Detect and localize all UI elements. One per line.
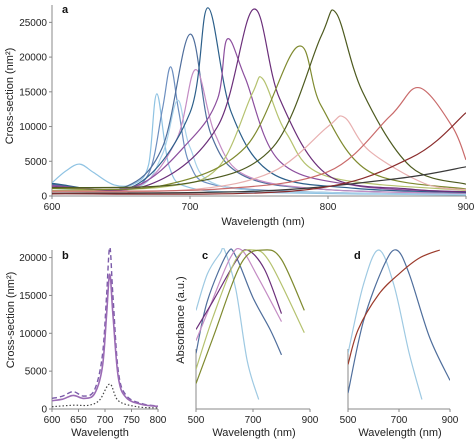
- y-tick-label-b: 15000: [19, 291, 47, 302]
- ylabel-a: Cross-section (nm²): [4, 48, 16, 145]
- y-tick-label-a: 5000: [25, 157, 48, 168]
- xlabel-c: Wavelength (nm): [212, 427, 295, 439]
- x-tick-label-d: 900: [442, 415, 459, 426]
- series-group-c: [196, 248, 305, 400]
- series-line-b-2: [52, 383, 158, 409]
- series-line-a-1: [52, 66, 466, 195]
- x-tick-label-c: 900: [302, 415, 319, 426]
- series-group-b: [52, 248, 158, 409]
- ylabel-b: Cross-section (nm²): [5, 272, 17, 369]
- x-tick-label-a: 600: [44, 202, 61, 213]
- series-line-a-3: [52, 33, 466, 194]
- plot-area-c: 500 700 900: [188, 248, 319, 426]
- series-line-c-4: [196, 249, 305, 370]
- x-tick-label-b: 800: [150, 415, 167, 426]
- y-tick-label-b: 20000: [19, 253, 47, 264]
- series-line-a-5: [52, 7, 466, 194]
- series-line-a-12: [52, 87, 466, 192]
- x-tick-label-a: 700: [182, 202, 199, 213]
- panel-label-d: d: [354, 250, 361, 262]
- panel-d: d Wavelength (nm) 500 700 900: [340, 249, 459, 439]
- series-group-d: [348, 249, 450, 400]
- plot-area-a: 600 700 800 900 0 5000 10000 15000 20000 25000: [19, 5, 474, 213]
- series-line-a-6: [52, 38, 466, 193]
- x-tick-label-c: 500: [188, 415, 205, 426]
- series-line-a-10: [52, 115, 466, 193]
- xlabel-a: Wavelength (nm): [221, 216, 304, 228]
- plot-area-b: 600 650 700 750 800 0 5000 10000 15000 20000: [19, 248, 167, 426]
- series-line-c-5: [196, 249, 305, 384]
- series-line-a-11: [52, 9, 466, 189]
- y-tick-label-b: 5000: [25, 367, 48, 378]
- series-group-a: [52, 7, 466, 196]
- ylabel-c: Absorbance (a.u.): [175, 276, 187, 363]
- x-tick-label-c: 700: [245, 415, 262, 426]
- x-tick-label-b: 600: [44, 415, 61, 426]
- y-tick-label-a: 10000: [19, 122, 47, 133]
- x-tick-label-a: 900: [458, 202, 474, 213]
- y-tick-label-a: 25000: [19, 18, 47, 29]
- series-line-a-7: [52, 76, 466, 191]
- x-tick-label-d: 700: [391, 415, 408, 426]
- x-tick-label-b: 750: [123, 415, 140, 426]
- x-tick-label-d: 500: [340, 415, 357, 426]
- xlabel-b: Wavelength: [71, 427, 129, 439]
- x-tick-label-a: 800: [320, 202, 337, 213]
- series-line-a-9: [52, 45, 466, 190]
- x-tick-label-b: 700: [97, 415, 114, 426]
- series-line-b-1: [52, 273, 158, 408]
- series-line-c-0: [196, 248, 260, 400]
- panel-label-a: a: [62, 4, 69, 16]
- series-line-d-1: [348, 249, 450, 394]
- y-tick-label-b: 10000: [19, 329, 47, 340]
- series-line-a-14: [52, 112, 466, 195]
- y-tick-label-b: 0: [41, 405, 47, 416]
- plot-area-d: 500 700 900: [340, 249, 459, 426]
- y-tick-label-a: 20000: [19, 53, 47, 64]
- panel-a: a Cross-section (nm²) Wavelength (nm) 60…: [4, 4, 474, 228]
- panel-label-c: c: [202, 250, 208, 262]
- series-line-a-13: [52, 166, 466, 194]
- series-line-a-4: [52, 68, 466, 194]
- series-line-d-2: [348, 249, 441, 365]
- series-line-d-0: [348, 249, 423, 400]
- series-line-c-1: [196, 248, 283, 356]
- y-tick-label-a: 15000: [19, 87, 47, 98]
- x-tick-label-b: 650: [70, 415, 87, 426]
- xlabel-d: Wavelength (nm): [358, 427, 441, 439]
- panel-b: b Cross-section (nm²) Wavelength 600 650 7…: [5, 248, 167, 439]
- panel-c: c Absorbance (a.u.) Wavelength (nm) 500 7…: [175, 248, 319, 439]
- series-line-a-8: [52, 8, 466, 193]
- y-tick-label-a: 0: [41, 192, 47, 203]
- panel-label-b: b: [62, 250, 69, 262]
